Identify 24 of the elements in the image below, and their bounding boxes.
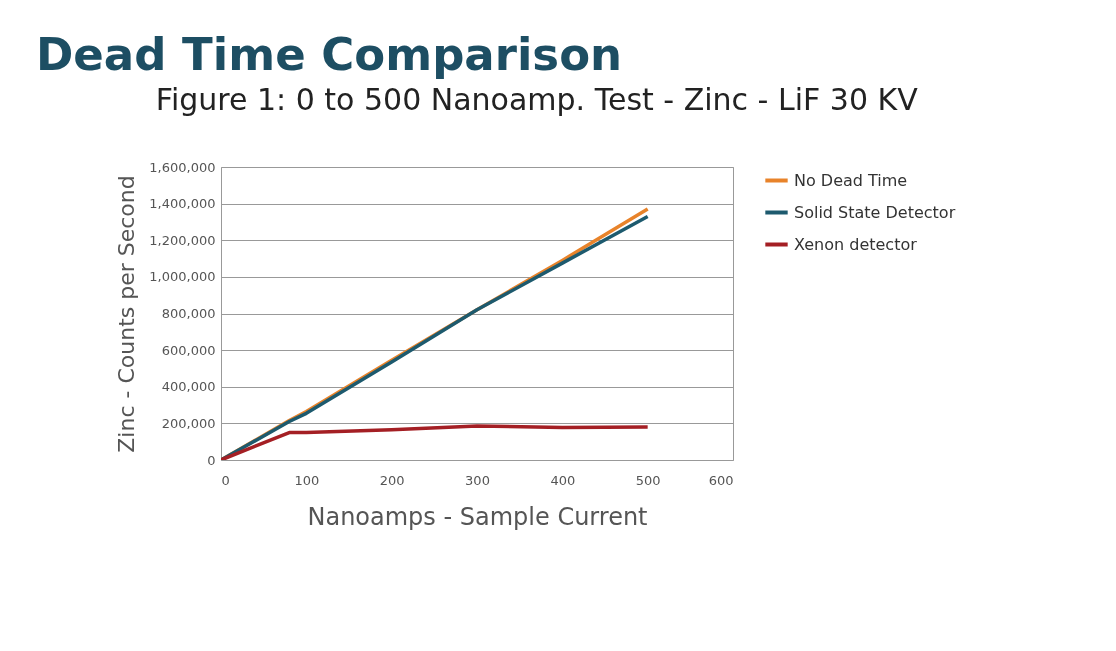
x-tick-label: 300 — [465, 472, 490, 488]
chart-title: Dead Time Comparison — [35, 27, 624, 81]
legend-label: Solid State Detector — [794, 202, 956, 222]
y-tick-label: 1,600,000 — [149, 159, 216, 175]
legend-label: No Dead Time — [794, 170, 908, 190]
x-axis-title: Nanoamps - Sample Current — [307, 502, 648, 531]
y-tick-label: 0 — [207, 452, 216, 468]
y-tick-label: 1,200,000 — [149, 232, 216, 248]
y-tick-label: 800,000 — [161, 306, 216, 321]
x-tick-label: 400 — [550, 472, 576, 488]
y-tick-label: 200,000 — [161, 415, 216, 431]
x-tick-label: 0 — [221, 472, 230, 488]
legend-label: Xenon detector — [794, 234, 918, 254]
chart-subtitle: Figure 1: 0 to 500 Nanoamp. Test - Zinc - LiF 30 KV — [155, 82, 919, 117]
x-tick-label: 200 — [379, 472, 405, 488]
x-tick-label: 100 — [294, 472, 320, 488]
y-tick-label: 400,000 — [161, 379, 216, 395]
x-tick-label: 600 — [708, 472, 734, 488]
y-tick-label: 600,000 — [161, 342, 216, 358]
y-tick-label: 1,000,000 — [149, 269, 216, 285]
x-tick-label: 500 — [635, 472, 661, 488]
y-axis-title: Zinc - Counts per Second — [114, 175, 140, 453]
y-tick-label: 1,400,000 — [149, 196, 216, 212]
line-series — [221, 424, 650, 460]
